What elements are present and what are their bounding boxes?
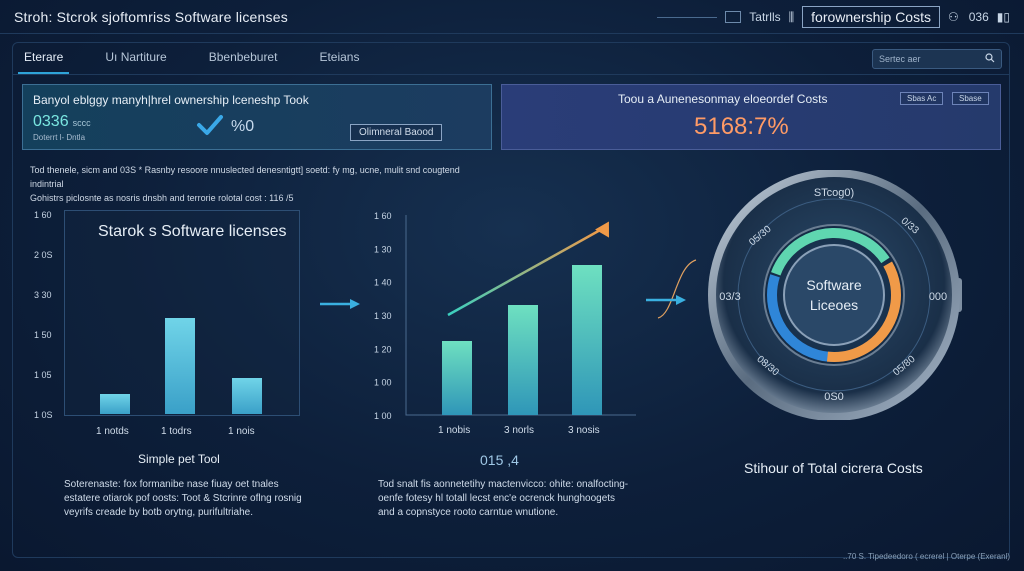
chart-1-xlabel: 1 notds [96,426,129,437]
chart-1-bar[interactable] [100,394,130,414]
chart-1-bar[interactable] [165,318,195,414]
chart-1-bar[interactable] [232,378,262,414]
gauge-caption: Stihour of Total cicrera Costs [744,460,923,476]
header-number: 036 [968,10,989,24]
chart-2-axes [405,215,636,416]
chart-2-note-line: and a copnstyce rooto carntue wnutione. [378,507,559,518]
kpi-right-value: 5168:7% [694,113,789,140]
gauge-label-right: 000 [929,291,947,303]
chart-1-ytick: 1 0S [34,410,53,420]
flow-arrow-icon [644,258,700,327]
kpi-left-number: 0336 [33,113,69,130]
arrow-right-icon [318,296,364,317]
chart-2-xlabel: 3 norls [504,425,534,436]
app-title: Stroh: Stcrok sjoftomriss Software licen… [14,8,288,25]
gauge-label-left: 03/3 [719,291,740,303]
chart-1-title: Starok s Software licenses [98,223,287,240]
chart-1-note: Soterenaste: fox formanibe nase fiuay oe… [64,478,302,520]
gauge-center-line-2: Liceoes [810,297,858,313]
chart-icon[interactable]: ⫼ [788,9,795,24]
chart-1-note-line: veyrifs creade by botb orytng, purifultr… [64,507,253,518]
users-icon[interactable]: ⚇ [947,10,961,24]
bar-chart-icon[interactable]: ▮▯ [996,10,1010,24]
kpi-right-button-2[interactable]: Sbase [952,92,989,105]
gauge-label-bottom: 0S0 [824,391,844,403]
chart-2-ytick: 1 00 [374,411,392,421]
window-box-1[interactable] [725,11,742,23]
search-icon[interactable] [985,53,995,65]
main-panel [12,42,1010,558]
description: Tod thenele, sicm and 03S * Rasnby resoo… [30,163,490,205]
tab-divider [12,74,1010,75]
gauge-center [783,244,885,346]
window-box-2[interactable]: Tatrlls [749,10,781,24]
chart-2-xlabel: 1 nobis [438,425,470,436]
chart-1-note-line: Soterenaste: fox formanibe nase fiuay oe… [64,479,279,490]
chart-1-ytick: 3 30 [34,290,52,300]
chart-2: 1 60 1 30 1 40 1 30 1 20 1 00 1 00 1 nobis 3 nor… [374,211,636,436]
description-line-1: Tod thenele, sicm and 03S * Rasnby resoo… [30,165,460,189]
trend-line [447,227,603,317]
chart-1-ytick: 1 50 [34,330,52,340]
tab-bar: Eterare Uı Nartiture Bbenbeburet Eteians [18,46,365,74]
kpi-left-button[interactable]: Olimneral Baood [350,124,443,141]
chart-1-ytick: 1 05 [34,370,52,380]
chart-2-ytick: 1 60 [374,211,392,221]
kpi-right-title: Toou a Aunenesonmay eloeordef Costs [618,92,828,106]
chart-2-ytick: 1 40 [374,278,392,288]
gauge-arc-orange [767,228,901,362]
gauge-center-line-1: Software [806,277,861,293]
description-line-2: Gohistrs piclosnte as nosris dnsbh and t… [30,193,294,203]
gauge-ring-line [737,198,931,392]
chart-1-xlabel: 1 todrs [161,426,192,437]
chart-2-bar[interactable] [442,341,472,415]
search-input[interactable]: Sertec aer [872,49,1002,69]
tab-4[interactable]: Eteians [319,50,360,64]
chart-1-ytick: 2 0S [34,250,53,260]
kpi-left-unit: sccc [72,118,91,128]
chart-2-caption: 015 ,4 [480,452,519,468]
chart-2-note-line: Tod snalt fis aonnetetihy mactenvicco: o… [378,479,629,490]
footer-status: ..70 S. Tipedeedoro ( ecrerel | Oterpe (… [842,552,1010,561]
chart-1-note-line: estatere otiarok pof oosts: Toot & Stcri… [64,493,302,504]
chart-1-caption: Simple pet Tool [138,452,220,466]
kpi-left-sub: Doterrt l- Dntla [33,133,86,142]
kpi-left-value: 0336 sccc [33,113,91,131]
gauge-arc-green [767,228,901,362]
chart-2-xlabel: 3 nosis [568,425,600,436]
chart-1-ytick: 1 60 [34,210,52,220]
chart-2-note: Tod snalt fis aonnetetihy mactenvicco: o… [378,478,628,520]
gauge: Software Liceoes STcog0) 03/3 000 0S0 05… [708,170,962,420]
chart-2-bar[interactable] [508,305,538,415]
header-title-box[interactable]: forownership Costs [802,6,940,28]
divider-line [657,16,718,18]
title-bar-right: Tatrlls ⫼ forownership Costs ⚇ 036 ▮▯ [657,6,1010,28]
chart-2-ytick: 1 00 [374,378,392,388]
check-icon [196,114,224,141]
chart-1-xlabel: 1 nois [228,426,255,437]
chart-2-ytick: 1 20 [374,344,392,354]
gauge-label-top: STcog0) [814,187,854,199]
chart-2-ytick: 1 30 [374,311,392,321]
search-placeholder: Sertec aer [879,54,921,64]
chart-2-note-line: oenfe fotesy hl totall lecst enc'e ocren… [378,493,616,504]
tab-1[interactable]: Eterare [18,46,70,74]
kpi-left-percent: %0 [231,118,255,135]
tab-3[interactable]: Bbenbeburet [208,50,278,64]
trend-arrow-icon [595,221,609,238]
title-bar: Stroh: Stcrok sjoftomriss Software licen… [0,0,1024,34]
kpi-left-title: Banyol eblggy manyh|hrel ownership lcene… [33,93,309,107]
chart-2-bar[interactable] [572,265,602,415]
kpi-right-button-1[interactable]: Sbas Ac [900,92,944,105]
tab-2[interactable]: Uı Nartiture [105,50,167,64]
chart-2-ytick: 1 30 [374,244,392,254]
